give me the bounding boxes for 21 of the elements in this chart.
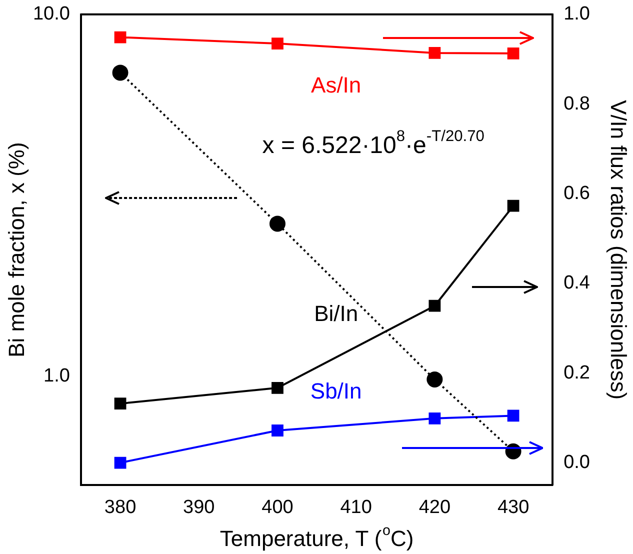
y2-axis-title: V/In flux ratios (dimensionless) [606, 100, 631, 400]
x-tick-label: 400 [262, 496, 294, 518]
x-tick-label: 430 [497, 496, 530, 518]
y2-tick-label: 0.4 [564, 272, 590, 294]
x-tick-label: 420 [418, 496, 451, 518]
y-axis-title: Bi mole fraction, x (%) [4, 142, 30, 358]
y2-tick-label: 1.0 [564, 4, 590, 25]
x-tick-label: 390 [183, 496, 215, 518]
y-tick-label: 10.0 [32, 4, 70, 25]
y2-tick-label: 0.2 [564, 362, 590, 384]
y2-tick-label: 0.0 [564, 452, 590, 474]
y2-tick-label: 0.8 [564, 93, 590, 114]
series-label: Sb/In [310, 378, 362, 404]
series-label: Bi/In [314, 300, 358, 326]
point [269, 216, 286, 232]
series-label: As/In [311, 72, 362, 98]
point [112, 64, 128, 81]
y2-tick-label: 0.6 [564, 182, 590, 204]
x-tick-label: 380 [104, 496, 136, 518]
point [426, 371, 443, 388]
x-tick-label: 410 [340, 496, 372, 518]
